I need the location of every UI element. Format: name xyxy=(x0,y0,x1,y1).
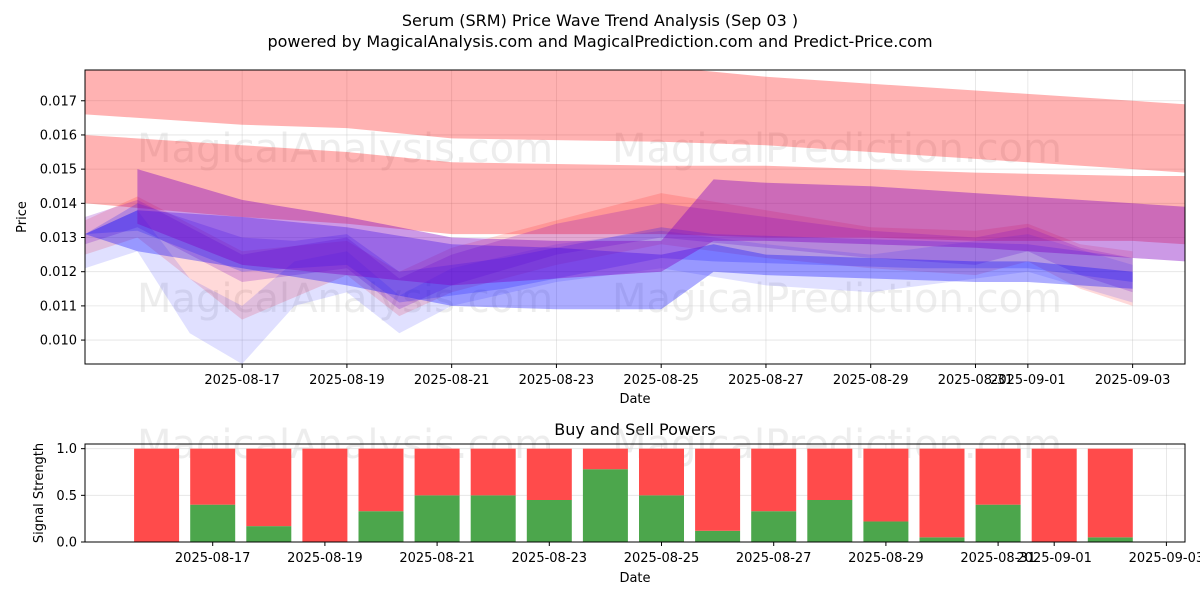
sell-bar xyxy=(919,448,965,538)
watermark-top-left: MagicalAnalysis.com xyxy=(137,126,553,172)
price-x-tick-label: 2025-08-19 xyxy=(309,373,385,388)
buy-bar xyxy=(639,495,684,542)
price-y-tick-label: 0.011 xyxy=(40,299,77,314)
watermark-top-right: MagicalPrediction.com xyxy=(612,126,1062,172)
buy-bar xyxy=(582,469,628,542)
power-y-tick-label: 0.5 xyxy=(56,489,77,504)
buy-bar xyxy=(1087,537,1133,542)
power-panel: Buy and Sell Powers MagicalAnalysis.com … xyxy=(32,420,1200,586)
power-x-tick-label: 2025-09-03 xyxy=(1129,551,1200,566)
price-x-tick-label: 2025-08-17 xyxy=(204,373,280,388)
price-x-tick-label: 2025-09-03 xyxy=(1095,373,1171,388)
sell-bar xyxy=(358,448,404,512)
price-x-tick-label: 2025-08-23 xyxy=(519,373,595,388)
sell-bar xyxy=(639,448,684,496)
buy-bar xyxy=(358,511,404,542)
price-band-blue-wave-1 xyxy=(85,210,1133,364)
price-bands xyxy=(85,70,1185,364)
chart-title: Serum (SRM) Price Wave Trend Analysis (S… xyxy=(402,11,798,30)
buy-bar xyxy=(246,526,292,542)
power-y-axis: 0.0 0.5 1.0 xyxy=(56,442,85,551)
price-grid xyxy=(85,70,1185,364)
buy-bar xyxy=(190,504,236,542)
price-y-tick-label: 0.014 xyxy=(40,197,77,212)
sell-bar xyxy=(190,448,236,505)
power-y-label: Signal Strength xyxy=(32,443,47,543)
power-title: Buy and Sell Powers xyxy=(554,420,716,439)
price-y-tick-label: 0.016 xyxy=(40,128,77,143)
price-x-label: Date xyxy=(619,392,650,407)
price-band-red-wave-1 xyxy=(85,193,1133,320)
power-y-tick-label: 1.0 xyxy=(56,442,77,457)
sell-bar xyxy=(134,448,180,542)
watermark-mid-right: MagicalPrediction.com xyxy=(612,276,1062,322)
price-panel: MagicalAnalysis.com MagicalPrediction.co… xyxy=(15,69,1186,407)
price-x-tick-label: 2025-08-21 xyxy=(414,373,490,388)
price-band-blue-wave-2 xyxy=(85,203,1133,303)
sell-bar xyxy=(975,448,1021,505)
power-x-tick-label: 2025-08-17 xyxy=(175,551,251,566)
price-x-tick-label: 2025-08-25 xyxy=(623,373,699,388)
power-plot-frame xyxy=(84,443,1186,543)
chart-subtitle: powered by MagicalAnalysis.com and Magic… xyxy=(267,32,932,51)
price-x-tick-label: 2025-09-01 xyxy=(990,373,1066,388)
power-bars xyxy=(134,448,1133,542)
power-x-tick-label: 2025-08-25 xyxy=(624,551,700,566)
power-x-tick-label: 2025-08-21 xyxy=(399,551,475,566)
buy-bar xyxy=(863,521,909,542)
price-band-purple-wave-1 xyxy=(85,199,1133,310)
price-x-tick-label: 2025-08-31 xyxy=(938,373,1014,388)
price-band-blue-main xyxy=(85,210,1133,310)
sell-bar xyxy=(526,448,572,500)
sell-bar xyxy=(246,448,292,527)
buy-bar xyxy=(526,500,572,542)
power-x-axis: 2025-08-17 2025-08-19 2025-08-21 2025-08-23… xyxy=(175,542,1200,566)
buy-bar xyxy=(919,537,965,542)
power-x-tick-label: 2025-08-19 xyxy=(287,551,363,566)
price-band-red-upper xyxy=(85,70,1185,173)
watermark-mid-left: MagicalAnalysis.com xyxy=(137,276,553,322)
sell-bar xyxy=(582,448,628,470)
power-x-tick-label: 2025-08-31 xyxy=(960,551,1036,566)
buy-bar xyxy=(807,500,853,542)
sell-bar xyxy=(807,448,853,500)
price-band-red-lower xyxy=(85,135,1185,245)
buy-bar xyxy=(470,495,516,542)
price-y-label: Price xyxy=(15,201,30,233)
power-x-tick-label: 2025-09-01 xyxy=(1016,551,1092,566)
sell-bar xyxy=(751,448,797,512)
price-y-tick-label: 0.015 xyxy=(40,163,77,178)
buy-bar xyxy=(695,530,741,542)
power-x-tick-label: 2025-08-23 xyxy=(512,551,588,566)
price-band-purple-upper xyxy=(137,169,1185,286)
price-y-tick-label: 0.017 xyxy=(40,94,77,109)
sell-bar xyxy=(470,448,516,496)
price-x-axis: 2025-08-17 2025-08-19 2025-08-21 2025-08-23… xyxy=(204,364,1170,388)
power-x-tick-label: 2025-08-27 xyxy=(736,551,812,566)
price-x-tick-label: 2025-08-27 xyxy=(728,373,804,388)
sell-bar xyxy=(1087,448,1133,538)
sell-bar xyxy=(695,448,741,531)
sell-bar xyxy=(414,448,460,496)
sell-bar xyxy=(863,448,909,522)
price-y-tick-label: 0.013 xyxy=(40,231,77,246)
price-y-axis: 0.010 0.011 0.012 0.013 0.014 0.015 0.016 0.017 xyxy=(40,94,85,349)
price-y-tick-label: 0.012 xyxy=(40,265,77,280)
sell-bar xyxy=(1031,448,1077,542)
buy-bar xyxy=(975,504,1021,542)
buy-bar xyxy=(414,495,460,542)
power-y-tick-label: 0.0 xyxy=(56,536,77,551)
power-x-label: Date xyxy=(619,571,650,586)
sell-bar xyxy=(302,448,348,542)
power-x-tick-label: 2025-08-29 xyxy=(848,551,924,566)
price-plot-frame xyxy=(84,69,1186,365)
buy-bar xyxy=(751,511,797,542)
price-y-tick-label: 0.010 xyxy=(40,334,77,349)
price-x-tick-label: 2025-08-29 xyxy=(833,373,909,388)
